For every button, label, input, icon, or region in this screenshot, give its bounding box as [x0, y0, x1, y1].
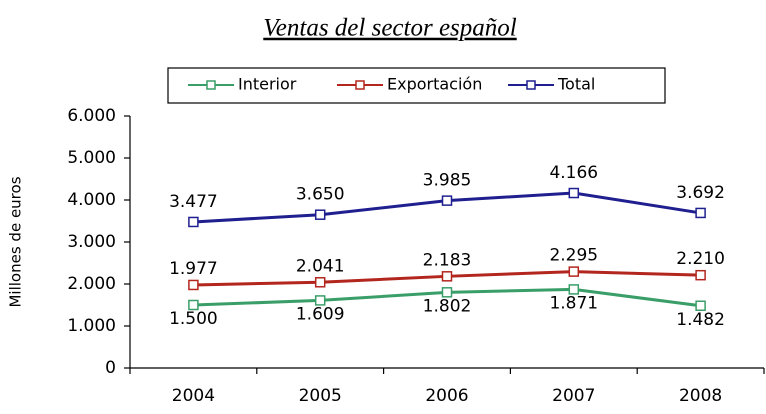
point-marker [568, 284, 580, 295]
point-marker [188, 299, 199, 311]
point-marker [695, 269, 706, 281]
data-label: 3.985 [423, 171, 472, 191]
legend-box [167, 67, 666, 104]
point-marker [188, 216, 199, 228]
data-label: 2.210 [676, 249, 725, 269]
data-label: 1.500 [169, 309, 218, 329]
x-tick-label: 2008 [679, 386, 722, 406]
point-marker [695, 300, 706, 312]
data-label: 1.482 [676, 310, 725, 330]
data-label: 3.650 [296, 185, 345, 205]
data-label: 2.183 [423, 250, 472, 270]
legend-marker [355, 80, 365, 90]
y-tick-label: 1.000 [67, 316, 116, 336]
legend-label: Exportación [387, 75, 482, 94]
data-label: 4.166 [549, 163, 598, 183]
point-marker [314, 295, 326, 306]
point-marker [568, 266, 580, 277]
legend-marker [526, 80, 536, 90]
y-tick-label: 3.000 [67, 232, 116, 252]
x-tick-label: 2007 [552, 386, 595, 406]
x-tick-label: 2005 [299, 386, 342, 406]
point-marker [441, 287, 453, 298]
point-marker [314, 209, 326, 220]
x-tick-label: 2006 [425, 386, 468, 406]
y-axis-label: Millones de euros [7, 176, 25, 307]
data-label: 1.609 [296, 304, 345, 324]
data-label: 1.871 [549, 293, 598, 313]
y-tick-label: 0 [105, 358, 116, 378]
y-tick-label: 5.000 [67, 148, 116, 168]
point-marker [695, 207, 706, 219]
x-tick-label: 2004 [172, 386, 215, 406]
data-label: 2.041 [296, 256, 345, 276]
data-label: 1.977 [169, 259, 218, 279]
y-tick-label: 6.000 [67, 106, 116, 126]
legend-label: Total [557, 75, 595, 94]
point-marker [441, 195, 453, 206]
y-tick-label: 4.000 [67, 190, 116, 210]
point-marker [568, 187, 580, 199]
point-marker [441, 271, 453, 282]
point-marker [188, 279, 199, 291]
data-label: 2.295 [549, 246, 598, 266]
data-label: 3.477 [169, 192, 218, 212]
legend-marker [206, 80, 216, 90]
chart-title: Ventas del sector español [263, 15, 516, 42]
data-label: 1.802 [423, 296, 472, 316]
data-label: 3.692 [676, 183, 725, 203]
point-marker [314, 277, 326, 288]
y-tick-label: 2.000 [67, 274, 116, 294]
legend-label: Interior [238, 75, 297, 94]
